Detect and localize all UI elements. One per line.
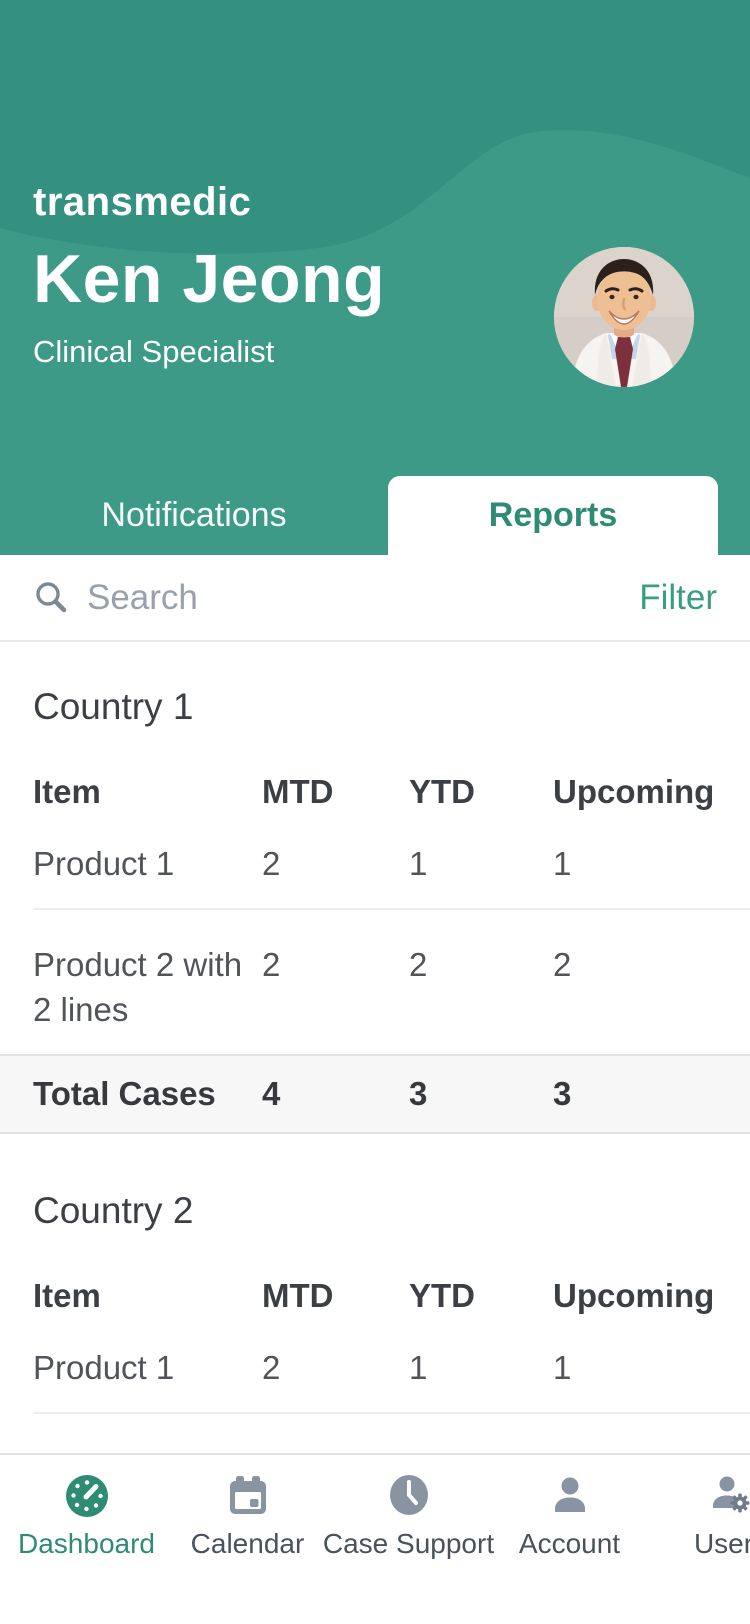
nav-item-users[interactable]: Users [650, 1473, 750, 1624]
tab-reports[interactable]: Reports [388, 476, 718, 555]
cell-ytd: 1 [409, 1349, 428, 1386]
col-upcoming: Upcoming [553, 773, 715, 810]
total-mtd: 4 [262, 1075, 281, 1112]
clock-icon [389, 1475, 428, 1515]
user-role: Clinical Specialist [33, 334, 275, 369]
section-title: Country 2 [33, 1190, 194, 1231]
total-ytd: 3 [409, 1075, 428, 1112]
tab-reports-label: Reports [488, 496, 618, 534]
nav-label: Calendar [190, 1528, 305, 1559]
reports-content: Country 1 Item MTD YTD Upcoming Product … [0, 686, 750, 1515]
avatar [554, 247, 694, 387]
col-ytd: YTD [409, 1277, 475, 1314]
bottom-nav: Dashboard Calendar Case Support [0, 1453, 750, 1624]
tab-bar: Notifications Reports [0, 476, 750, 555]
user-name: Ken Jeong [33, 241, 386, 317]
table-header: Item MTD YTD Upcoming [0, 1232, 750, 1313]
person-icon [554, 1477, 585, 1512]
nav-item-account[interactable]: Account [489, 1473, 650, 1624]
gauge-icon [65, 1475, 108, 1517]
cell-mtd: 2 [262, 946, 281, 983]
filter-link[interactable]: Filter [639, 577, 717, 617]
table-header: Item MTD YTD Upcoming [0, 728, 750, 809]
search-bar: Search Filter [0, 555, 750, 642]
total-label: Total Cases [33, 1075, 216, 1112]
nav-label: Dashboard [18, 1528, 155, 1559]
avatar-illustration [554, 247, 694, 387]
tab-notifications[interactable]: Notifications [0, 476, 388, 555]
total-cases-row: Total Cases 4 3 3 [0, 1054, 750, 1134]
col-upcoming: Upcoming [553, 1277, 715, 1314]
cell-ytd: 1 [409, 845, 428, 882]
cell-item: Product 2 with 2 lines [33, 946, 243, 1028]
table-row[interactable]: Product 1 2 1 1 [33, 1313, 750, 1414]
nav-item-case-support[interactable]: Case Support [323, 1473, 494, 1624]
wave-decoration [0, 0, 750, 254]
profile-header: transmedic Ken Jeong Clinical Specialist [0, 0, 750, 555]
total-upcoming: 3 [553, 1075, 572, 1112]
col-item: Item [33, 773, 101, 810]
cell-mtd: 2 [262, 845, 281, 882]
search-icon [36, 581, 67, 612]
table-row[interactable]: Product 1 2 1 1 [33, 809, 750, 910]
nav-item-calendar[interactable]: Calendar [167, 1473, 328, 1624]
cell-upcoming: 2 [553, 946, 572, 983]
section-title: Country 1 [33, 686, 194, 727]
users-gear-icon [712, 1476, 749, 1513]
nav-label: Users [693, 1528, 750, 1559]
cell-upcoming: 1 [553, 1349, 572, 1386]
nav-label: Case Support [322, 1528, 495, 1559]
calendar-icon [229, 1476, 266, 1514]
cell-upcoming: 1 [553, 845, 572, 882]
table-row[interactable]: Product 2 with 2 lines 2 2 2 [33, 910, 750, 1054]
col-item: Item [33, 1277, 101, 1314]
tab-notifications-label: Notifications [101, 496, 287, 534]
nav-item-dashboard[interactable]: Dashboard [6, 1473, 167, 1624]
cell-mtd: 2 [262, 1349, 281, 1386]
cell-item: Product 1 [33, 1349, 175, 1386]
nav-label: Account [518, 1528, 621, 1559]
col-mtd: MTD [262, 773, 334, 810]
cell-item: Product 1 [33, 845, 175, 882]
country-1-section: Country 1 Item MTD YTD Upcoming Product … [0, 686, 750, 1134]
col-mtd: MTD [262, 1277, 334, 1314]
brand-logo: transmedic [33, 180, 252, 224]
col-ytd: YTD [409, 773, 475, 810]
cell-ytd: 2 [409, 946, 428, 983]
search-input[interactable]: Search [87, 577, 198, 617]
